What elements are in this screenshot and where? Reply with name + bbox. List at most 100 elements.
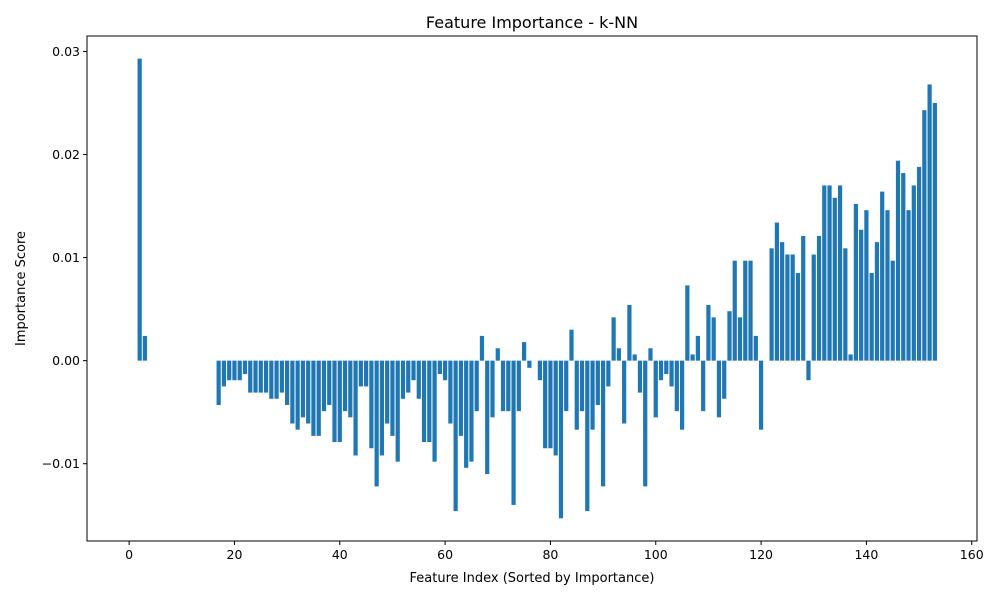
bar-feature-79 — [543, 360, 548, 449]
bar-feature-136 — [843, 248, 848, 361]
bar-feature-124 — [780, 242, 785, 361]
bar-feature-137 — [848, 354, 853, 361]
bar-feature-3 — [142, 335, 148, 361]
bar-feature-59 — [437, 360, 442, 375]
bar-feature-45 — [364, 360, 369, 387]
bar-feature-19 — [227, 360, 232, 381]
bar-feature-131 — [816, 235, 822, 361]
bar-feature-100 — [653, 360, 658, 418]
bar-feature-85 — [574, 360, 579, 430]
bar-feature-128 — [801, 235, 806, 361]
bar-feature-126 — [790, 254, 795, 361]
bar-feature-80 — [548, 360, 553, 449]
bar-feature-116 — [737, 317, 743, 361]
bar-feature-145 — [890, 260, 895, 361]
bar-feature-20 — [232, 360, 237, 381]
bar-feature-107 — [690, 354, 695, 361]
bar-feature-31 — [290, 360, 295, 424]
bar-feature-42 — [348, 360, 353, 418]
bar-feature-74 — [516, 360, 521, 412]
bar-feature-129 — [806, 360, 811, 381]
bar-feature-92 — [611, 317, 616, 361]
bar-feature-111 — [711, 317, 716, 361]
bar-feature-83 — [564, 360, 569, 412]
bar-feature-82 — [558, 360, 564, 519]
bar-feature-39 — [332, 360, 337, 443]
bar-feature-76 — [527, 360, 532, 368]
bar-feature-132 — [822, 185, 827, 361]
bar-feature-18 — [221, 360, 227, 387]
bar-feature-63 — [458, 360, 464, 436]
bar-feature-69 — [490, 360, 495, 418]
bar-feature-105 — [679, 360, 685, 430]
bar-feature-122 — [769, 248, 774, 361]
bar-feature-34 — [306, 360, 311, 424]
bar-feature-148 — [906, 210, 911, 361]
bar-feature-25 — [258, 360, 263, 393]
bar-feature-97 — [637, 360, 643, 393]
bar-feature-152 — [927, 84, 932, 361]
bar-feature-96 — [632, 354, 637, 361]
bar-feature-112 — [716, 360, 722, 418]
bar-feature-28 — [274, 360, 279, 399]
bar-feature-109 — [701, 360, 706, 412]
bar-feature-72 — [506, 360, 511, 412]
bar-feature-73 — [511, 360, 516, 505]
x-axis-ticks: 0 20 40 60 80 100 120 140 160 — [125, 541, 984, 562]
bar-feature-37 — [321, 360, 327, 412]
bar-feature-87 — [585, 360, 590, 512]
bar-feature-89 — [595, 360, 600, 405]
bar-feature-23 — [248, 360, 253, 393]
bar-feature-138 — [853, 203, 858, 361]
bar-feature-106 — [685, 285, 690, 361]
bar-feature-40 — [337, 360, 342, 443]
bar-feature-30 — [285, 360, 290, 405]
bar-feature-134 — [832, 197, 837, 361]
x-tick-label: 120 — [749, 547, 773, 562]
bar-feature-81 — [553, 360, 558, 456]
bar-feature-149 — [911, 185, 916, 361]
bar-feature-65 — [469, 360, 474, 462]
bar-feature-130 — [811, 254, 816, 361]
chart-title: Feature Importance - k-NN — [426, 13, 638, 32]
x-tick-label: 40 — [332, 547, 348, 562]
bar-feature-60 — [443, 360, 448, 381]
bar-feature-141 — [869, 273, 874, 361]
y-axis-ticks: −0.01 0.00 0.01 0.02 0.03 — [42, 44, 87, 471]
bar-feature-27 — [269, 360, 274, 399]
bar-feature-35 — [311, 360, 316, 436]
bar-feature-71 — [500, 360, 506, 412]
bar-feature-61 — [448, 360, 453, 424]
bar-feature-113 — [722, 360, 727, 399]
bar-feature-46 — [369, 360, 374, 449]
x-tick-label: 80 — [542, 547, 558, 562]
bar-feature-43 — [353, 360, 358, 456]
bar-feature-93 — [616, 348, 621, 361]
bar-feature-67 — [479, 335, 485, 361]
bar-feature-52 — [400, 360, 406, 399]
bar-feature-32 — [295, 360, 300, 430]
bar-feature-41 — [342, 360, 348, 412]
bar-feature-2 — [137, 58, 142, 361]
bar-feature-99 — [648, 348, 653, 361]
bar-feature-38 — [327, 360, 332, 405]
bar-feature-50 — [390, 360, 395, 436]
bar-feature-21 — [237, 360, 242, 381]
bar-feature-115 — [732, 260, 737, 361]
bar-feature-147 — [901, 173, 906, 361]
x-tick-label: 20 — [227, 547, 243, 562]
bar-feature-57 — [427, 360, 432, 443]
y-tick-label: 0.01 — [52, 250, 80, 265]
bar-feature-86 — [579, 360, 585, 412]
bar-feature-33 — [300, 360, 306, 418]
bar-feature-84 — [569, 329, 574, 361]
bar-feature-94 — [622, 360, 627, 424]
y-axis-title: Importance Score — [14, 231, 29, 346]
bar-feature-153 — [932, 102, 937, 361]
bar-feature-44 — [358, 360, 363, 387]
bar-feature-55 — [416, 360, 421, 399]
bar-feature-118 — [748, 260, 753, 361]
x-tick-label: 0 — [125, 547, 133, 562]
bar-feature-53 — [406, 360, 411, 393]
bar-feature-49 — [385, 360, 390, 424]
